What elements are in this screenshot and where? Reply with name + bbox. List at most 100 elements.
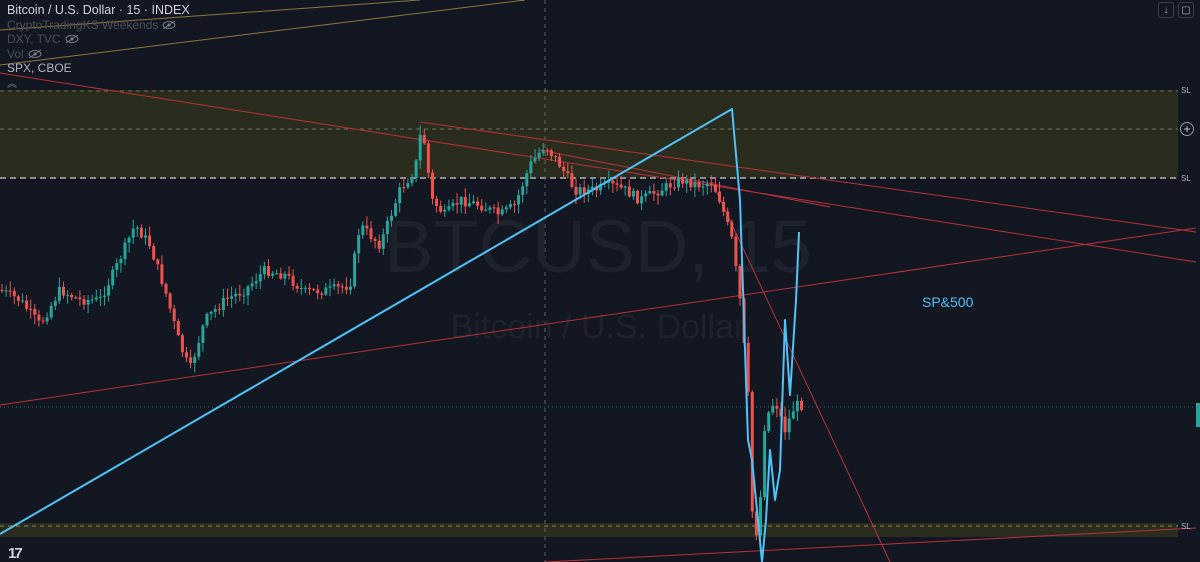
fullscreen-icon[interactable]: ▢	[1178, 2, 1194, 18]
eye-crossed-icon[interactable]	[28, 49, 42, 59]
candle-body	[349, 286, 352, 290]
candle-body	[640, 196, 644, 204]
candle-body	[738, 265, 742, 299]
candle-body	[103, 295, 106, 297]
candle-body	[566, 171, 570, 174]
candle-body	[135, 227, 139, 229]
candle-body	[33, 308, 37, 315]
candle-body	[234, 293, 238, 297]
candle-body	[57, 286, 61, 301]
candle-body	[800, 400, 803, 410]
candle-body	[197, 342, 201, 357]
candle-body	[373, 238, 377, 241]
candle-body	[570, 173, 574, 187]
candle-body	[750, 391, 754, 512]
eye-crossed-icon[interactable]	[65, 34, 79, 44]
candle-body	[459, 196, 463, 205]
candle-body	[517, 195, 521, 205]
candle-body	[217, 309, 221, 311]
candle-body	[467, 203, 471, 207]
candle-body	[123, 242, 127, 260]
candle-body	[320, 293, 324, 295]
candle-body	[172, 308, 176, 322]
candle-body	[78, 297, 82, 300]
candle-body	[746, 342, 750, 392]
legend-row-vol[interactable]: Vol	[7, 47, 190, 62]
eye-crossed-icon[interactable]	[162, 20, 176, 30]
tradingview-logo-icon[interactable]: 17	[8, 545, 23, 562]
plus-icon[interactable]: +	[1180, 122, 1194, 136]
legend-row-spx[interactable]: SPX, CBOE	[7, 61, 190, 76]
candle-body	[242, 295, 246, 297]
collapse-legend-icon[interactable]: ︽	[7, 78, 17, 90]
candle-body	[426, 143, 430, 173]
candle-body	[726, 211, 730, 223]
candle-body	[631, 190, 635, 197]
candle-body	[308, 287, 311, 290]
candle-body	[767, 412, 771, 431]
candle-body	[771, 405, 775, 413]
candle-body	[709, 183, 713, 185]
candle-body	[226, 297, 229, 299]
candle-body	[49, 305, 53, 318]
candle-body	[685, 179, 689, 184]
candle-body	[689, 179, 693, 188]
candle-body	[267, 266, 270, 276]
candle-body	[275, 273, 279, 275]
candle-body	[201, 325, 205, 343]
candle-body	[144, 235, 147, 238]
candle-body	[545, 150, 549, 152]
candle-body	[127, 237, 131, 243]
legend: Bitcoin / U.S. Dollar · 15 · INDEX Crypt…	[7, 3, 190, 92]
candle-body	[16, 296, 20, 301]
candle-body	[119, 259, 123, 264]
red-trendline-2	[419, 121, 1197, 233]
candle-body	[410, 177, 414, 184]
red-trendline-6	[544, 527, 1197, 562]
legend-title: Bitcoin / U.S. Dollar · 15 · INDEX	[7, 3, 190, 17]
arrow-down-icon[interactable]: ↓	[1158, 2, 1174, 18]
candle-body	[783, 416, 787, 433]
legend-row-dxy[interactable]: DXY, TVC	[7, 32, 190, 47]
candle-body	[558, 156, 562, 167]
candle-body	[279, 273, 283, 279]
candle-body	[414, 160, 418, 178]
candle-body	[115, 263, 119, 270]
candle-body	[336, 284, 340, 287]
candle-body	[176, 321, 180, 336]
candle-body	[554, 156, 557, 158]
candlesticks	[0, 125, 803, 541]
candle-body	[615, 183, 619, 185]
candle-body	[648, 191, 652, 194]
candle-body	[390, 215, 393, 221]
candle-body	[353, 253, 357, 287]
candle-body	[29, 308, 33, 310]
candle-body	[480, 205, 484, 211]
candle-body	[447, 206, 451, 210]
candle-body	[369, 228, 373, 239]
watermark-symbol: BTCUSD, 15	[384, 205, 812, 288]
candle-body	[193, 356, 197, 364]
candle-body	[455, 202, 459, 205]
candle-body	[697, 181, 701, 188]
candle-body	[418, 135, 422, 161]
candle-body	[713, 184, 717, 192]
gold-trendline-1	[0, 0, 421, 31]
candle-body	[672, 187, 676, 189]
candle-body	[668, 183, 672, 188]
candle-body	[488, 207, 492, 210]
candle-body	[209, 311, 213, 314]
candle-body	[644, 193, 648, 197]
candle-body	[718, 191, 721, 202]
candle-body	[525, 173, 529, 187]
candle-body	[508, 204, 512, 208]
candle-body	[291, 275, 295, 286]
legend-row-weekends[interactable]: CryptoTradingKS Weekends	[7, 18, 190, 33]
red-trendline-3	[0, 227, 1197, 406]
red-trendline-1	[0, 72, 1197, 263]
candle-body	[730, 222, 734, 237]
candle-body	[582, 187, 586, 195]
gold-trendline-2	[0, 0, 526, 66]
candle-body	[90, 299, 94, 301]
